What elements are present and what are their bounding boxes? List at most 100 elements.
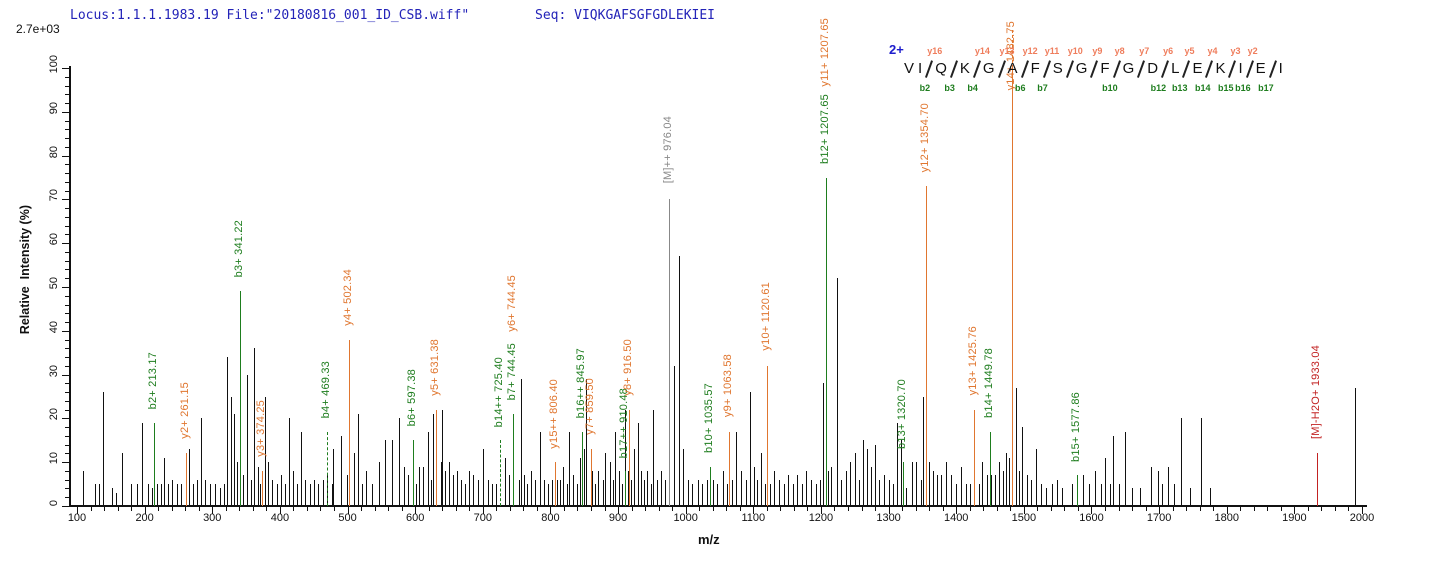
background-peak (566, 484, 568, 506)
y-axis-tick (65, 392, 70, 394)
x-axis-tick (739, 507, 741, 511)
cut-slash (1245, 60, 1254, 78)
background-peak (148, 484, 149, 506)
background-peak (906, 488, 908, 506)
background-peak (473, 475, 475, 506)
background-peak (430, 479, 432, 506)
x-axis-tick (1091, 507, 1093, 514)
fragment-peak (153, 422, 155, 506)
background-peak (712, 479, 714, 506)
y-axis-tick (62, 462, 70, 464)
background-peak (1071, 484, 1073, 506)
background-peak (543, 479, 545, 506)
x-axis-tick-label: 1900 (1282, 512, 1307, 524)
background-peak (112, 488, 114, 506)
sequence-residue: E (1255, 60, 1266, 77)
b-ion-label: b3 (944, 83, 955, 93)
background-peak (361, 484, 363, 506)
background-peak (796, 475, 798, 506)
background-peak (156, 484, 158, 506)
cut-slash (1090, 60, 1098, 78)
background-peak (254, 348, 256, 506)
background-peak (272, 479, 274, 506)
background-peak (487, 479, 489, 506)
background-peak (569, 431, 571, 506)
fragment-peak-label: b7+ 744.45 (505, 343, 518, 401)
sequence-residue: G (982, 60, 995, 77)
x-axis-tick (293, 507, 295, 511)
background-peak (214, 484, 216, 506)
background-peak (563, 466, 565, 506)
background-peak (1125, 431, 1127, 506)
x-axis-tick (591, 507, 592, 511)
background-peak (1150, 466, 1152, 506)
precursor-charge-label: 2+ (889, 42, 904, 57)
background-peak (612, 479, 614, 506)
header-locus-file: Locus:1.1.1.1983.19 File:"20180816_001_I… (70, 8, 470, 23)
background-peak (1140, 488, 1142, 506)
background-peak (384, 440, 386, 506)
y-axis-tick (65, 190, 70, 192)
x-axis-tick (807, 507, 809, 511)
background-peak (469, 470, 471, 506)
fragment-peak-label: [M]++ 976.04 (662, 116, 675, 184)
b-ion-label: b6 (1015, 83, 1026, 93)
y-axis-tick (65, 181, 70, 183)
background-peak (583, 449, 585, 506)
background-peak (717, 484, 719, 506)
background-peak (453, 475, 455, 506)
sequence-residue: K (959, 60, 970, 77)
background-peak (926, 427, 928, 506)
x-axis-tick (117, 507, 119, 511)
background-peak (163, 457, 165, 506)
background-peak (592, 470, 594, 506)
cut-slash (1205, 60, 1214, 78)
x-axis-tick (577, 507, 579, 511)
fragmentation-cut: y14 b4 (967, 46, 990, 93)
background-peak (200, 418, 202, 506)
fragment-peak (413, 440, 415, 506)
fragment-peak (767, 365, 769, 506)
background-peak (428, 431, 429, 506)
y-axis-tick (65, 435, 70, 437)
sequence-residue: L (1171, 60, 1180, 77)
y-axis-title: Relative Intensity (%) (18, 205, 32, 335)
background-peak (618, 470, 620, 506)
background-peak (862, 440, 864, 506)
x-axis-tick (942, 507, 944, 511)
b-ion-label: b15 (1217, 83, 1234, 93)
cut-slash (949, 60, 958, 78)
y-axis-tick (65, 76, 70, 78)
background-peak (991, 475, 993, 506)
fragment-peak-label: y15++ 806.40 (547, 378, 560, 449)
background-peak (701, 484, 703, 506)
y-axis-tick-label: 90 (48, 101, 60, 115)
x-axis-tick (1050, 507, 1052, 511)
fragmentation-cut: b17 (1258, 58, 1277, 93)
background-peak (333, 449, 335, 506)
background-peak (292, 470, 294, 506)
background-peak (731, 479, 733, 506)
background-peak (131, 484, 133, 506)
background-peak (1046, 488, 1048, 506)
background-peak (1056, 479, 1058, 506)
background-peak (933, 470, 935, 506)
background-peak (854, 453, 856, 506)
cut-slash (1161, 60, 1169, 78)
sequence-residue: Q (935, 60, 947, 77)
y-axis-tick (65, 348, 70, 350)
background-peak (749, 392, 751, 506)
fragmentation-cut: y8 b10 (1102, 46, 1125, 93)
fragment-peak-label: [M]-H2O+ 1933.04 (1309, 345, 1322, 440)
y-axis-tick (65, 94, 70, 96)
background-peak (1036, 449, 1038, 506)
background-peak (527, 484, 529, 506)
x-axis-tick-label: 200 (135, 512, 154, 524)
x-axis-tick (1023, 507, 1025, 514)
background-peak (858, 479, 860, 506)
background-peak (141, 422, 143, 506)
background-peak (297, 484, 299, 506)
background-peak (288, 418, 290, 506)
background-peak (540, 431, 542, 506)
x-axis-tick (1118, 507, 1120, 511)
